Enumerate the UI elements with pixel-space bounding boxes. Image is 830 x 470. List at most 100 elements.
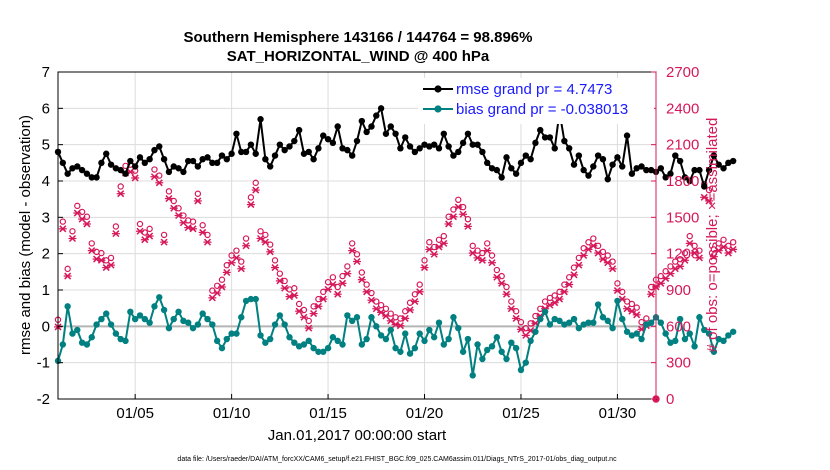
rmse-point: [127, 157, 134, 165]
bias-point: [647, 319, 655, 326]
rmse-series: [54, 105, 737, 190]
bias-point: [729, 328, 737, 335]
obs-assimilated-point: [608, 265, 617, 273]
rmse-point: [715, 161, 722, 168]
rmse-point: [271, 152, 279, 159]
rmse-point: [517, 159, 525, 167]
bias-point: [720, 337, 727, 345]
rmse-point: [315, 145, 322, 152]
left-tick-label-2: 2: [42, 246, 50, 263]
obs-possible-point: [643, 315, 650, 322]
bias-point: [686, 330, 693, 337]
obs-possible-point: [189, 218, 197, 225]
right-tick-label-1500: 1500: [666, 209, 699, 226]
chart-subtitle: SAT_HORIZONTAL_WIND @ 400 hPa: [227, 48, 490, 65]
obs-possible-point: [710, 246, 718, 253]
obs-assimilated-point: [314, 302, 323, 310]
rmse-point: [329, 139, 337, 147]
obs-possible-point: [252, 179, 259, 187]
rmse-point: [672, 152, 679, 159]
right-tick-label-1800: 1800: [666, 173, 699, 190]
obs-possible-point: [585, 238, 592, 246]
bias-point: [228, 330, 235, 337]
bias-point: [131, 315, 139, 323]
bias-point: [541, 308, 549, 315]
bias-point: [257, 332, 264, 339]
rmse-point: [570, 161, 578, 168]
bias-point: [295, 343, 303, 350]
obs-possible-point: [604, 252, 611, 259]
obs-possible-point: [686, 232, 693, 240]
bias-point: [484, 346, 491, 354]
rmse-point: [503, 154, 510, 161]
obs-possible-point: [117, 183, 124, 190]
bias-point: [339, 341, 346, 348]
obs-assimilated-point: [367, 296, 376, 304]
obs-possible-point: [291, 285, 298, 292]
rmse-point: [479, 148, 486, 156]
bias-point: [233, 330, 240, 337]
obs-assimilated-point: [594, 249, 603, 257]
rmse-point: [295, 126, 303, 134]
rmse-point: [156, 143, 163, 150]
obs-possible-point: [382, 305, 390, 312]
rmse-point: [387, 123, 394, 130]
obs-assimilated-point: [724, 249, 733, 257]
rmse-point: [305, 148, 312, 156]
rmse-point: [488, 165, 496, 172]
rmse-point: [406, 143, 414, 150]
obs-assimilated-point: [68, 234, 77, 243]
bias-point: [643, 321, 650, 328]
bias-point: [320, 348, 327, 355]
rmse-point: [705, 166, 713, 174]
left-tick-label-3: 3: [42, 209, 50, 226]
obs-assimilated-point: [676, 262, 685, 270]
obs-assimilated-point: [719, 243, 728, 251]
obs-assimilated-point: [232, 254, 241, 262]
left-tick-label-5: 5: [42, 137, 50, 154]
right-tick-label-2100: 2100: [666, 137, 699, 154]
rmse-point: [609, 161, 616, 168]
left-tick-label--1: -1: [37, 355, 50, 372]
bias-point: [223, 335, 230, 343]
bias-point: [136, 312, 144, 319]
bias-point: [455, 324, 462, 332]
obs-assimilated-point: [396, 322, 405, 330]
x-axis-label: Jan.01,2017 00:00:00 start: [268, 427, 447, 444]
rmse-point: [565, 145, 573, 152]
legend-rmse-label: rmse grand pr = 4.7473: [456, 81, 612, 98]
bias-point: [450, 314, 457, 321]
obs-possible-point: [599, 248, 607, 256]
rmse-point: [151, 146, 158, 154]
obs-possible-point: [233, 247, 240, 254]
right-tick-label-2400: 2400: [666, 100, 699, 117]
right-y-axis-label: # of obs: o=possible; ×=assimilated: [704, 118, 721, 353]
obs-assimilated-point: [603, 259, 612, 267]
bias-point: [180, 317, 187, 325]
obs-possible-point: [112, 223, 120, 230]
rmse-point: [729, 157, 737, 165]
bias-point: [503, 355, 510, 363]
obs-assimilated-point: [430, 250, 439, 258]
obs-possible-point: [498, 272, 505, 280]
bias-point: [522, 359, 529, 366]
bias-point: [209, 321, 216, 328]
obs-possible-point: [672, 258, 679, 265]
rmse-point: [537, 126, 544, 134]
rmse-point: [252, 150, 259, 157]
obs-possible-point: [464, 215, 472, 223]
bias-point: [445, 335, 452, 343]
obs-possible-point: [725, 242, 732, 250]
rmse-point: [353, 137, 361, 145]
rmse-point: [310, 156, 317, 163]
rmse-point: [141, 159, 149, 167]
obs-assimilated-point: [492, 273, 501, 281]
obs-assimilated-point: [275, 277, 284, 285]
obs-assimilated-point: [290, 291, 299, 299]
bias-point: [556, 317, 563, 325]
obs-assimilated-point: [613, 287, 622, 295]
obs-assimilated-point: [488, 259, 497, 267]
left-tick-label-0: 0: [42, 318, 50, 335]
bias-point: [218, 344, 226, 352]
obs-assimilated-point: [420, 264, 429, 272]
